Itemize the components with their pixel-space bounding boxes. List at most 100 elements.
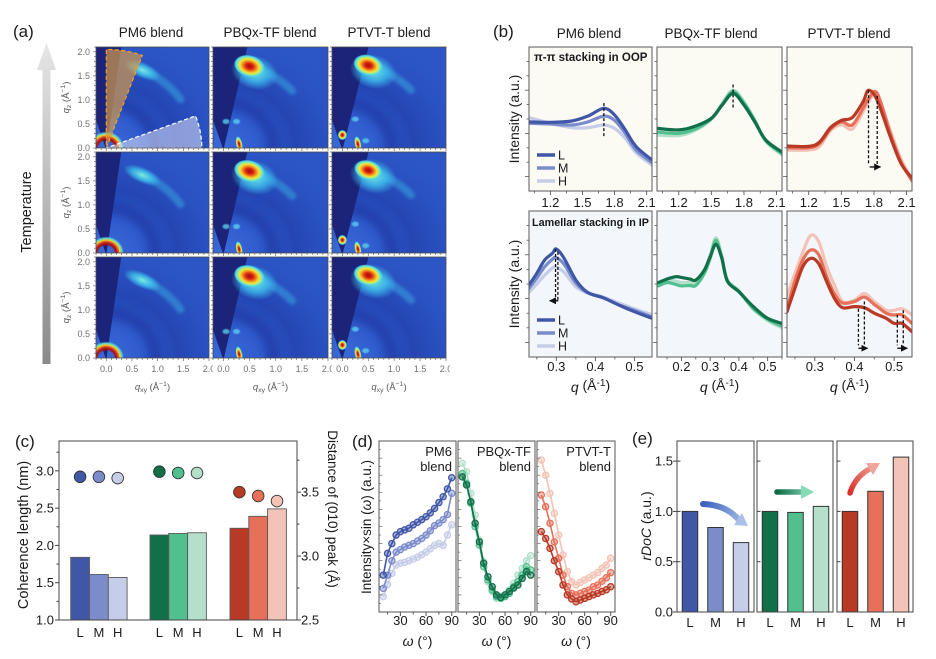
giwaxs-map-image	[96, 257, 209, 358]
y-axis-label: Intensity×sin (ω) (a.u.)	[359, 460, 374, 594]
series-line-l	[657, 91, 782, 154]
giwaxs-map-image	[96, 47, 209, 148]
x-tick-label: 2.0	[322, 364, 335, 374]
x-tick-label: 0.3	[701, 359, 719, 374]
x-axis-label-unit: (Å	[147, 382, 160, 393]
left-y-tick-label: 1.0	[36, 613, 54, 628]
x-axis-label-symbol: q	[253, 382, 259, 393]
coherence-length-bar-h	[107, 577, 128, 621]
giwaxs-map-image	[213, 47, 328, 148]
x-tick-label: 2.1	[638, 195, 656, 210]
x-tick-label: 2.1	[768, 195, 786, 210]
lamellar-spot	[337, 130, 347, 141]
y-axis-label-symbol: rDoC	[638, 527, 654, 561]
series-line-h	[540, 459, 612, 586]
series-marker-h	[443, 531, 452, 539]
y-axis-label-subscript: z	[66, 314, 73, 318]
coherence-length-bar-h	[267, 508, 287, 621]
x-axis-label-subscript: xy	[140, 387, 147, 394]
series-marker-l	[426, 509, 435, 517]
x-axis-label-symbol: q	[830, 379, 838, 395]
x-axis-label-superscript: −1	[159, 381, 167, 388]
x-tick-label: 0.0	[336, 364, 349, 374]
giwaxs-map-image	[332, 152, 446, 253]
x-tick-label: 60	[419, 613, 433, 628]
y-axis-label: qz (Å−1)	[60, 82, 73, 114]
y-tick-label: 1.0	[77, 95, 90, 105]
giwaxs-map-image	[96, 152, 209, 253]
series-marker-m	[546, 519, 554, 528]
panel-title-line-2: blend	[420, 459, 452, 474]
giwaxs-map-ptvt-t-row-2	[329, 151, 447, 256]
lamellar-streak	[235, 241, 243, 253]
y-tick-label: 0.5	[77, 119, 90, 129]
x-tick-label: 1.5	[414, 364, 427, 374]
legend-label-l: L	[558, 314, 565, 328]
series-marker-m	[447, 489, 456, 498]
lamellar-spot	[233, 224, 241, 230]
y-axis-label-unit-close: )	[61, 292, 72, 295]
lamellar-streak	[354, 346, 362, 358]
stacking-annotation: Lamellar stacking in IP	[532, 217, 649, 229]
category-label: M	[790, 615, 801, 630]
x-axis-label-unit-close: )	[734, 377, 739, 393]
giwaxs-map-pbqx-tf-row-3: 0.0 0.5 1.0 1.5 2.0 qxy (Å−1)	[210, 256, 335, 394]
x-tick-label: 0.5	[126, 364, 139, 374]
rdoc-bar-l	[761, 510, 779, 613]
d010-distance-marker-l	[73, 470, 87, 484]
trend-arrow-shaft	[847, 466, 873, 496]
x-axis-label-symbol: ω	[403, 633, 414, 649]
series-marker-l	[383, 549, 392, 558]
category-label: M	[173, 625, 184, 640]
plot-background	[787, 211, 912, 357]
oop-integration-sector	[105, 48, 144, 148]
series-marker-h	[593, 568, 602, 577]
plot-background	[657, 47, 782, 191]
plot-area	[787, 233, 912, 352]
x-tick-label: 30	[472, 613, 486, 628]
series-marker-l	[471, 519, 479, 528]
pi-pi-peak	[233, 159, 266, 183]
y-tick-label: 0.5	[77, 224, 90, 234]
x-tick-label: 1.0	[151, 364, 164, 374]
x-axis-label-unit: (°)	[572, 633, 591, 649]
plot-frame	[756, 440, 834, 613]
series-marker-l	[435, 498, 443, 507]
coherence-length-bar-m	[248, 515, 269, 621]
series-line-h	[529, 265, 652, 317]
series-marker-m	[443, 510, 452, 519]
legend-label-m: M	[558, 162, 568, 176]
profile-oop-ptvt-t: 1.2 1.5 1.8 2.1	[783, 46, 916, 210]
x-tick-label: 2.0	[440, 364, 453, 374]
left-y-tick-label: 1.5	[36, 575, 54, 590]
left-y-axis-label: Coherence length (nm)	[16, 461, 32, 609]
lamellar-spot	[337, 340, 347, 351]
coherence-length-bar-m	[89, 574, 109, 621]
lamellar-streak	[354, 241, 362, 253]
x-axis-label-superscript: −1	[396, 381, 404, 388]
rdoc-bar-m	[707, 527, 724, 613]
x-axis-label: q (Å-1)	[571, 377, 610, 395]
x-axis-label-symbol: q	[371, 382, 377, 393]
x-axis-label-superscript: -1	[856, 378, 865, 389]
category-label: L	[156, 625, 163, 640]
series-marker-l	[606, 582, 615, 591]
left-y-tick-label: 2.0	[36, 538, 54, 553]
column-title-pm6: PM6 blend	[557, 26, 622, 41]
x-tick-label: 1.5	[296, 364, 309, 374]
x-tick-label: 1.2	[670, 195, 688, 210]
y-tick-label: 1.0	[77, 200, 90, 210]
giwaxs-map-pm6-row-1: 0.0 0.5 1.0 1.5 2.0 qz (Å−1)	[60, 46, 210, 153]
pi-pi-peak	[123, 269, 161, 291]
d010-distance-marker-l	[233, 485, 246, 499]
x-tick-label: 1.2	[541, 195, 559, 210]
series-marker-h	[554, 531, 563, 539]
category-label: L	[236, 625, 243, 640]
